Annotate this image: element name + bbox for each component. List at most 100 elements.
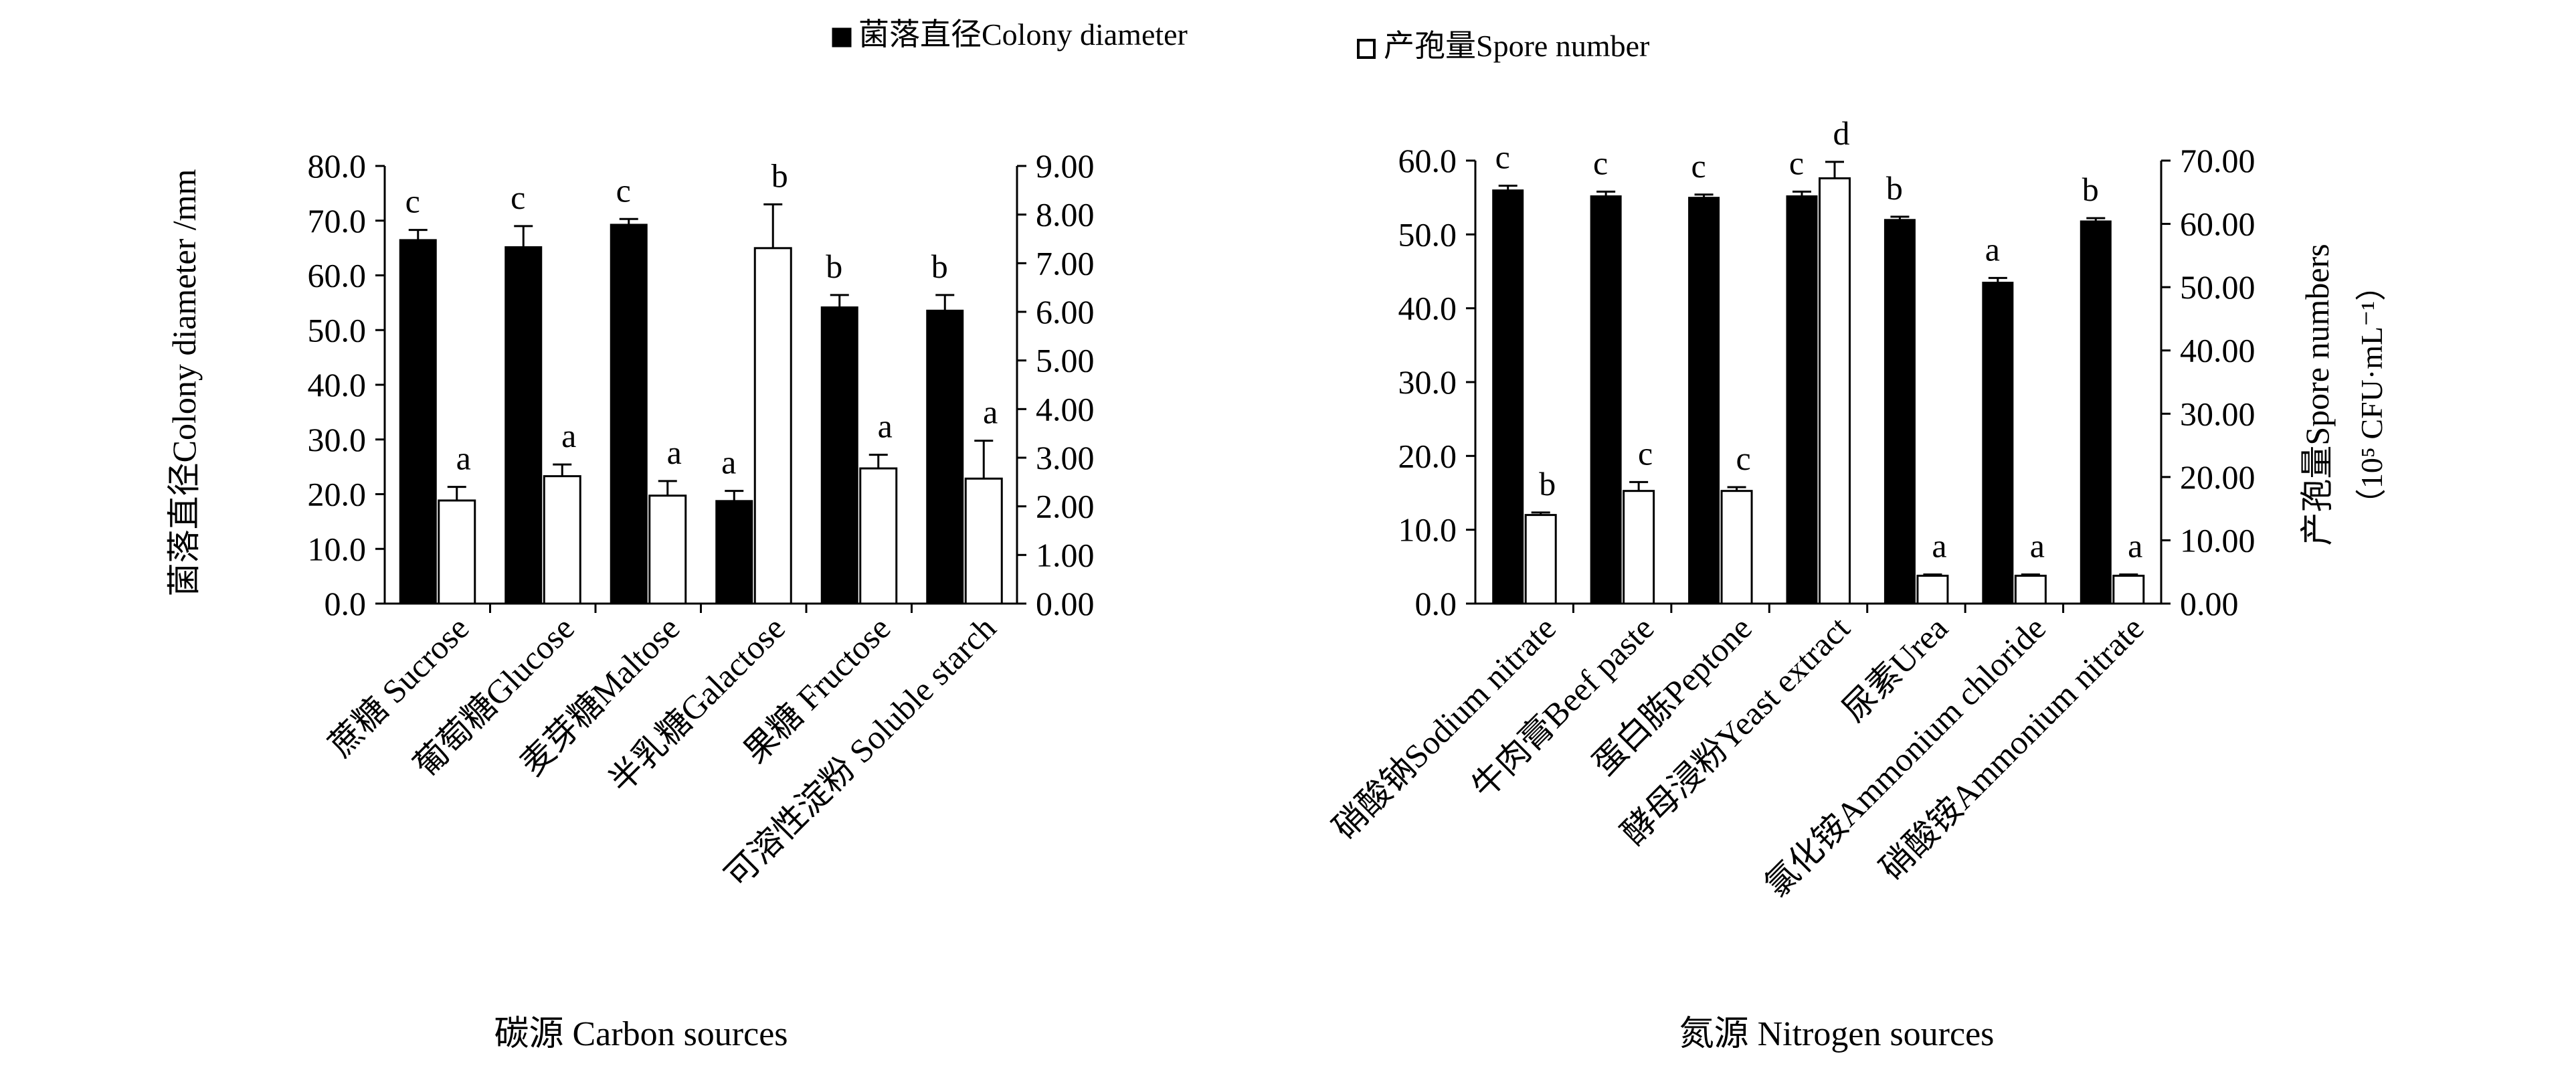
carbon-left-tick-label: 80.0 bbox=[308, 147, 367, 185]
carbon-spore-letter: a bbox=[456, 440, 471, 477]
carbon-spore-bar bbox=[859, 467, 898, 605]
nitrogen-right-tick-label: 70.00 bbox=[2180, 142, 2256, 179]
carbon-colony-letter: c bbox=[616, 171, 631, 209]
nitrogen-spore-letter: a bbox=[2128, 527, 2142, 564]
nitrogen-right-tick-label: 40.00 bbox=[2180, 332, 2256, 369]
nitrogen-colony-letter: c bbox=[1691, 147, 1706, 185]
carbon-colony-bar bbox=[820, 306, 858, 604]
nitrogen-spore-letter: b bbox=[1539, 465, 1556, 503]
nitrogen-left-tick-labels: 0.0 10.0 20.0 30.0 40.0 50.0 60.0 bbox=[1398, 142, 1457, 622]
carbon-spore-letter: a bbox=[983, 393, 998, 431]
carbon-colony-bar bbox=[715, 500, 753, 604]
nitrogen-right-axis-label: 产孢量Spore numbers bbox=[2298, 244, 2336, 545]
carbon-right-tick-label: 4.00 bbox=[1036, 390, 1095, 428]
carbon-colony-letter: b bbox=[931, 248, 948, 285]
carbon-colony-letter: c bbox=[511, 179, 525, 216]
carbon-left-tick-label: 30.0 bbox=[308, 421, 367, 458]
nitrogen-spore-bar bbox=[2014, 574, 2047, 605]
nitrogen-right-tick-label: 60.00 bbox=[2180, 205, 2256, 243]
nitrogen-spore-letter: d bbox=[1833, 114, 1850, 152]
nitrogen-left-tick-label: 60.0 bbox=[1398, 142, 1457, 179]
carbon-right-tick-label: 3.00 bbox=[1036, 439, 1095, 476]
nitrogen-colony-bar bbox=[1688, 197, 1720, 604]
nitrogen-right-tick-labels: 0.00 10.00 20.00 30.00 40.00 50.00 60.00 70.00 bbox=[2180, 142, 2256, 622]
carbon-y-axis-label: 菌落直径Colony diameter /mm bbox=[165, 169, 203, 596]
nitrogen-colony-letter: c bbox=[1593, 144, 1608, 181]
carbon-spore-bar bbox=[648, 495, 687, 605]
nitrogen-colony-letter: b bbox=[2082, 171, 2099, 208]
carbon-colony-bar bbox=[610, 223, 648, 605]
carbon-colony-letter: a bbox=[721, 444, 736, 481]
nitrogen-spore-bar bbox=[1720, 490, 1753, 605]
nitrogen-colony-letter: c bbox=[1495, 139, 1510, 176]
nitrogen-colony-letter: b bbox=[1886, 169, 1903, 207]
carbon-right-tick-label: 6.00 bbox=[1036, 293, 1095, 331]
carbon-spore-bars: a a a b a a bbox=[438, 157, 1003, 605]
nitrogen-spore-letter: a bbox=[1932, 527, 1946, 564]
nitrogen-colony-bars: c c c c b a b bbox=[1492, 139, 2112, 604]
carbon-colony-bar bbox=[926, 309, 964, 604]
carbon-colony-letter: c bbox=[405, 183, 420, 220]
nitrogen-colony-letter: c bbox=[1789, 144, 1804, 181]
carbon-right-tick-labels: 0.00 1.00 2.00 3.00 4.00 5.00 6.00 7.00 8.00 9.00 bbox=[1036, 147, 1095, 622]
nitrogen-left-tick-label: 50.0 bbox=[1398, 215, 1457, 253]
nitrogen-left-tick-label: 20.0 bbox=[1398, 437, 1457, 474]
nitrogen-left-tick-label: 0.0 bbox=[1415, 585, 1457, 622]
carbon-left-tick-label: 40.0 bbox=[308, 366, 367, 404]
nitrogen-left-tick-label: 10.0 bbox=[1398, 511, 1457, 549]
nitrogen-spore-letter: a bbox=[2030, 527, 2045, 564]
carbon-spore-letter: a bbox=[667, 434, 682, 471]
nitrogen-left-tick-label: 40.0 bbox=[1398, 290, 1457, 327]
nitrogen-axes bbox=[1466, 159, 2171, 613]
nitrogen-colony-bar bbox=[1590, 195, 1622, 604]
nitrogen-x-axis-label: 氮源 Nitrogen sources bbox=[1679, 1015, 1995, 1053]
legend-label-colony-diameter: 菌落直径Colony diameter bbox=[858, 17, 1188, 52]
carbon-right-tick-label: 9.00 bbox=[1036, 147, 1095, 185]
carbon-category-labels: 蔗糖 Sucrose葡萄糖Glucose麦芽糖Maltose半乳糖Galacto… bbox=[321, 609, 1003, 895]
carbon-right-tick-label: 8.00 bbox=[1036, 196, 1095, 234]
nitrogen-colony-bar bbox=[1786, 195, 1818, 604]
carbon-spore-bar bbox=[964, 477, 1003, 605]
carbon-right-tick-label: 2.00 bbox=[1036, 488, 1095, 525]
nitrogen-colony-letter: a bbox=[1985, 230, 2000, 268]
nitrogen-spore-letter: c bbox=[1736, 440, 1750, 477]
nitrogen-spore-bar bbox=[1524, 514, 1557, 605]
carbon-right-tick-label: 1.00 bbox=[1036, 536, 1095, 573]
carbon-x-axis-label: 碳源 Carbon sources bbox=[494, 1015, 788, 1053]
carbon-left-tick-label: 60.0 bbox=[308, 257, 367, 294]
carbon-right-tick-label: 7.00 bbox=[1036, 244, 1095, 282]
legend-swatch-spore-number bbox=[1357, 39, 1376, 59]
nitrogen-right-tick-label: 50.00 bbox=[2180, 268, 2256, 306]
carbon-colony-letter: b bbox=[826, 248, 842, 285]
carbon-spore-letter: a bbox=[878, 408, 893, 445]
legend-label-spore-number: 产孢量Spore number bbox=[1384, 29, 1649, 63]
carbon-left-tick-label: 70.0 bbox=[308, 202, 367, 240]
nitrogen-spore-bar bbox=[1916, 574, 1949, 605]
nitrogen-colony-bar bbox=[1492, 189, 1524, 604]
legend: 菌落直径Colony diameter 产孢量Spore number bbox=[832, 17, 1649, 63]
nitrogen-colony-bar bbox=[1982, 282, 2014, 604]
nitrogen-spore-bar bbox=[1819, 177, 1851, 605]
carbon-source-chart: c c c a b b a a a b a a 0.0 10.0 20.0 30.0 40.0 50.0 60.… bbox=[165, 147, 1095, 1053]
nitrogen-spore-bars: bc cda a a bbox=[1524, 114, 2145, 605]
nitrogen-right-tick-label: 20.00 bbox=[2180, 458, 2256, 496]
carbon-spore-bar bbox=[438, 499, 476, 605]
carbon-axes bbox=[375, 165, 1026, 613]
nitrogen-colony-bar bbox=[1883, 219, 1916, 604]
carbon-right-tick-label: 0.00 bbox=[1036, 585, 1095, 622]
nitrogen-spore-bar bbox=[1623, 490, 1655, 605]
nitrogen-right-axis-unit: （10⁵ CFU·mL⁻¹） bbox=[2355, 270, 2389, 519]
carbon-left-tick-label: 10.0 bbox=[308, 530, 367, 567]
carbon-left-tick-label: 0.0 bbox=[325, 585, 367, 622]
nitrogen-category-label: 牛肉膏Beef paste bbox=[1465, 609, 1661, 806]
nitrogen-right-tick-label: 30.00 bbox=[2180, 395, 2256, 432]
carbon-left-tick-label: 50.0 bbox=[308, 311, 367, 349]
carbon-colony-bar bbox=[504, 246, 543, 604]
carbon-spore-letter: a bbox=[561, 417, 576, 454]
carbon-colony-bars: c c c a b b bbox=[399, 171, 964, 605]
nitrogen-left-tick-label: 30.0 bbox=[1398, 363, 1457, 401]
nitrogen-right-tick-label: 10.00 bbox=[2180, 521, 2256, 559]
